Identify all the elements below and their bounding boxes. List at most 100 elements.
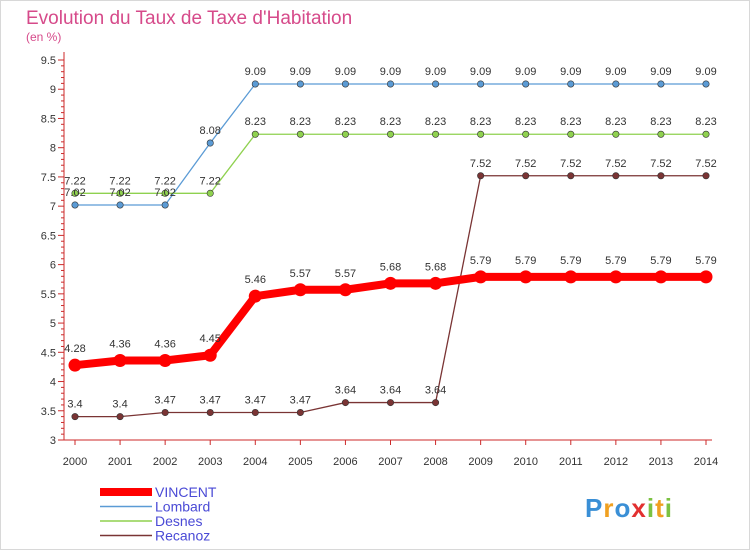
data-label: 8.23 bbox=[515, 116, 536, 128]
data-point bbox=[386, 80, 394, 88]
data-point bbox=[206, 139, 214, 147]
data-point bbox=[161, 189, 169, 197]
data-point bbox=[477, 172, 485, 180]
y-tick-label: 7 bbox=[50, 201, 56, 213]
y-tick-label: 5.5 bbox=[41, 289, 56, 301]
data-label: 7.02 bbox=[64, 187, 85, 199]
y-tick-label: 3 bbox=[50, 435, 56, 447]
data-label: 8.23 bbox=[380, 116, 401, 128]
x-tick-label: 2004 bbox=[243, 456, 267, 468]
data-label: 3.47 bbox=[200, 395, 221, 407]
x-tick-label: 2011 bbox=[559, 456, 583, 468]
y-tick-label: 8 bbox=[50, 143, 56, 155]
data-point bbox=[341, 80, 349, 88]
data-label: 4.36 bbox=[109, 338, 130, 350]
data-label: 7.22 bbox=[109, 175, 130, 187]
legend-label: Desnes bbox=[155, 513, 202, 529]
data-point bbox=[293, 283, 307, 297]
data-point bbox=[384, 276, 397, 290]
data-point bbox=[564, 270, 578, 284]
data-point bbox=[161, 409, 169, 417]
data-label: 9.09 bbox=[380, 66, 401, 78]
y-tick-label: 9 bbox=[50, 84, 56, 96]
y-tick-label: 6 bbox=[50, 260, 56, 272]
data-point bbox=[699, 270, 713, 284]
data-point bbox=[386, 399, 394, 407]
legend-label: Lombard bbox=[155, 499, 210, 515]
data-label: 7.52 bbox=[695, 158, 716, 170]
data-point bbox=[338, 283, 352, 297]
data-point bbox=[71, 189, 79, 197]
data-point bbox=[341, 130, 349, 138]
series-recanoz bbox=[71, 172, 710, 421]
data-point bbox=[432, 130, 440, 138]
x-tick-label: 2001 bbox=[108, 456, 132, 468]
data-label: 3.64 bbox=[380, 385, 401, 397]
data-labels: 7.02 7.02 7.02 8.08 9.09 9.09 9.09 9.09 9.09 9.09… bbox=[64, 66, 716, 411]
data-point bbox=[657, 130, 665, 138]
y-tick-label: 3.5 bbox=[41, 406, 56, 418]
data-point bbox=[161, 201, 169, 209]
data-label: 5.79 bbox=[560, 255, 581, 267]
data-label: 5.68 bbox=[425, 261, 446, 273]
data-label: 8.23 bbox=[560, 116, 581, 128]
data-point bbox=[341, 399, 349, 407]
data-label: 7.52 bbox=[650, 158, 671, 170]
data-label: 7.52 bbox=[515, 158, 536, 170]
data-point bbox=[206, 189, 214, 197]
data-label: 3.64 bbox=[335, 385, 356, 397]
data-point bbox=[296, 80, 304, 88]
axes: 3 3.5 4 4.5 5 5.5 6 6.5 7 7.5 8 8.5 9 9.5 2000 2001 2002… bbox=[41, 52, 718, 468]
data-label: 8.23 bbox=[650, 116, 671, 128]
data-label: 3.47 bbox=[290, 395, 311, 407]
data-label: 9.09 bbox=[425, 66, 446, 78]
data-label: 8.23 bbox=[290, 116, 311, 128]
legend-label: VINCENT bbox=[155, 484, 217, 500]
x-tick-label: 2013 bbox=[649, 456, 673, 468]
data-label: 8.08 bbox=[200, 125, 221, 137]
data-label: 7.52 bbox=[470, 158, 491, 170]
data-point bbox=[116, 413, 124, 421]
data-point bbox=[116, 189, 124, 197]
data-point bbox=[206, 409, 214, 417]
x-tick-label: 2007 bbox=[378, 456, 402, 468]
data-point bbox=[432, 80, 440, 88]
series-vincent bbox=[68, 270, 713, 372]
data-label: 9.09 bbox=[560, 66, 581, 78]
data-point bbox=[609, 270, 623, 284]
data-label: 9.09 bbox=[245, 66, 266, 78]
data-point bbox=[251, 80, 259, 88]
data-point bbox=[429, 276, 443, 290]
data-point bbox=[612, 130, 620, 138]
data-point bbox=[158, 353, 172, 367]
y-tick-label: 6.5 bbox=[41, 230, 56, 242]
data-point bbox=[296, 409, 304, 417]
data-label: 3.4 bbox=[112, 399, 127, 411]
y-tick-label: 4 bbox=[50, 377, 56, 389]
data-label: 7.22 bbox=[64, 175, 85, 187]
data-label: 3.4 bbox=[67, 399, 82, 411]
data-point bbox=[116, 201, 124, 209]
legend-label: Recanoz bbox=[155, 528, 210, 544]
x-tick-label: 2006 bbox=[333, 456, 357, 468]
y-tick-label: 7.5 bbox=[41, 172, 56, 184]
data-label: 9.09 bbox=[605, 66, 626, 78]
data-point bbox=[386, 130, 394, 138]
data-point bbox=[657, 80, 665, 88]
data-label: 3.47 bbox=[245, 395, 266, 407]
data-point bbox=[71, 413, 79, 421]
data-point bbox=[251, 130, 259, 138]
data-label: 8.23 bbox=[425, 116, 446, 128]
data-label: 5.46 bbox=[245, 274, 266, 286]
data-point bbox=[612, 80, 620, 88]
data-point bbox=[567, 130, 575, 138]
data-point bbox=[567, 172, 575, 180]
data-label: 9.09 bbox=[695, 66, 716, 78]
data-label: 5.79 bbox=[605, 255, 626, 267]
data-label: 8.23 bbox=[245, 116, 266, 128]
data-point bbox=[522, 130, 530, 138]
data-point bbox=[612, 172, 620, 180]
x-tick-label: 2000 bbox=[63, 456, 87, 468]
x-tick-label: 2002 bbox=[153, 456, 177, 468]
